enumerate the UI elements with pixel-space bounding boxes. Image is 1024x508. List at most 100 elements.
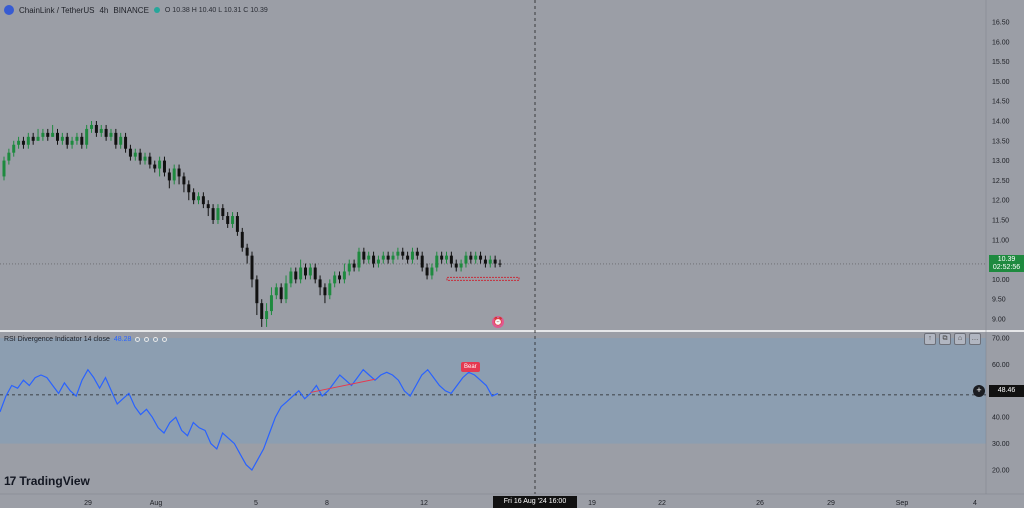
price-tick-label: 15.00: [992, 79, 1010, 86]
add-alert-plus-icon[interactable]: +: [973, 385, 985, 397]
candle-body: [177, 168, 181, 177]
candle-body: [65, 136, 69, 145]
candle-body: [75, 136, 79, 141]
pane-move-up-button[interactable]: ↑: [924, 333, 936, 345]
time-tick-label: 22: [658, 500, 666, 507]
time-tick-label: 19: [588, 500, 596, 507]
candle-body: [70, 140, 74, 145]
candle-body: [469, 255, 473, 260]
price-tick-label: 9.00: [992, 317, 1006, 324]
symbol-name[interactable]: ChainLink / TetherUS: [19, 5, 95, 15]
price-tick-label: 14.00: [992, 119, 1010, 126]
candle-body: [172, 168, 176, 181]
rsi-overbought-oversold-band: [0, 338, 986, 444]
candle-body: [493, 259, 497, 264]
price-tick-label: 16.50: [992, 20, 1010, 27]
candle-body: [367, 255, 371, 260]
candle-body: [401, 251, 405, 256]
candle-body: [479, 255, 483, 260]
indicator-source-icon[interactable]: [153, 337, 159, 342]
candle-body: [12, 144, 16, 153]
candle-body: [201, 196, 205, 205]
candle-body: [347, 263, 351, 272]
candle-body: [2, 160, 6, 177]
price-tick-label: 13.50: [992, 138, 1010, 145]
rsi-indicator-value: 48.28: [113, 336, 132, 343]
time-tick-label: Sep: [896, 500, 909, 507]
time-tick-label: 12: [420, 500, 428, 507]
candle-body: [221, 208, 225, 217]
candle-body: [488, 259, 492, 264]
indicator-visibility-icon[interactable]: [135, 337, 141, 342]
time-tick-label: 8: [325, 500, 329, 507]
time-tick-label: Aug: [150, 500, 163, 507]
indicator-settings-icon[interactable]: [144, 337, 150, 342]
pane-duplicate-button[interactable]: ⧉: [939, 333, 951, 345]
candle-body: [284, 283, 288, 300]
candle-body: [119, 136, 123, 145]
tradingview-logo[interactable]: 17 TradingView: [4, 474, 90, 488]
candle-body: [313, 267, 317, 280]
time-tick-label: 29: [84, 500, 92, 507]
candle-body: [362, 251, 366, 260]
pane-more-button[interactable]: …: [969, 333, 981, 345]
pane-maximize-button[interactable]: ⌂: [954, 333, 966, 345]
candle-body: [197, 196, 201, 201]
rsi-tick-label: 30.00: [992, 441, 1010, 448]
candle-body: [308, 267, 312, 276]
candle-body: [328, 283, 332, 296]
symbol-header[interactable]: ChainLink / TetherUS 4h BINANCE O 10.38 …: [4, 4, 268, 16]
candle-body: [231, 216, 235, 224]
price-tick-label: 16.00: [992, 39, 1010, 46]
time-tick-label: 4: [973, 500, 977, 507]
candle-body: [21, 140, 25, 145]
last-price-badge: 10.39 02:52:56: [989, 255, 1024, 272]
candle-body: [85, 128, 89, 145]
candle-body: [483, 259, 487, 264]
price-tick-label: 12.00: [992, 198, 1010, 205]
rsi-indicator-header[interactable]: RSI Divergence Indicator 14 close 48.28: [4, 336, 168, 343]
candle-body: [425, 267, 429, 276]
exchange-label: BINANCE: [113, 5, 149, 15]
interval-label[interactable]: 4h: [99, 5, 109, 15]
candle-body: [138, 152, 142, 161]
candle-body: [109, 132, 113, 137]
candle-body: [386, 255, 390, 260]
pane-controls: ↑ ⧉ ⌂ …: [924, 333, 981, 345]
candle-body: [7, 152, 11, 161]
candle-body: [449, 255, 453, 264]
candle-body: [124, 136, 128, 149]
rsi-indicator-name[interactable]: RSI Divergence Indicator 14 close: [4, 336, 110, 343]
candle-body: [133, 152, 137, 157]
candle-body: [235, 216, 239, 232]
candle-body: [391, 255, 395, 260]
rsi-tick-label: 20.00: [992, 468, 1010, 475]
chainlink-logo-icon: [4, 5, 14, 15]
candle-body: [459, 263, 463, 268]
candle-body: [420, 255, 424, 268]
alert-clock-icon[interactable]: ⏰: [492, 316, 504, 328]
candle-body: [260, 303, 264, 319]
candle-body: [357, 251, 361, 268]
tradingview-mark-icon: 17: [4, 474, 16, 488]
candle-body: [294, 271, 298, 280]
candle-body: [167, 172, 171, 181]
candle-body: [148, 156, 152, 165]
indicator-more-icon[interactable]: [162, 337, 168, 342]
candle-body: [338, 275, 342, 280]
candle-body: [415, 251, 419, 256]
time-tick-label: 29: [827, 500, 835, 507]
candle-body: [143, 156, 147, 161]
candle-body: [26, 136, 30, 145]
candle-body: [226, 216, 230, 224]
candle-body: [94, 124, 98, 133]
price-tick-label: 11.00: [992, 237, 1009, 244]
candle-body: [498, 263, 502, 265]
candle-body: [206, 204, 210, 209]
candle-body: [299, 267, 303, 280]
candle-body: [445, 255, 449, 260]
candle-body: [274, 287, 278, 296]
price-tick-label: 11.50: [992, 218, 1009, 225]
candle-body: [128, 148, 132, 157]
